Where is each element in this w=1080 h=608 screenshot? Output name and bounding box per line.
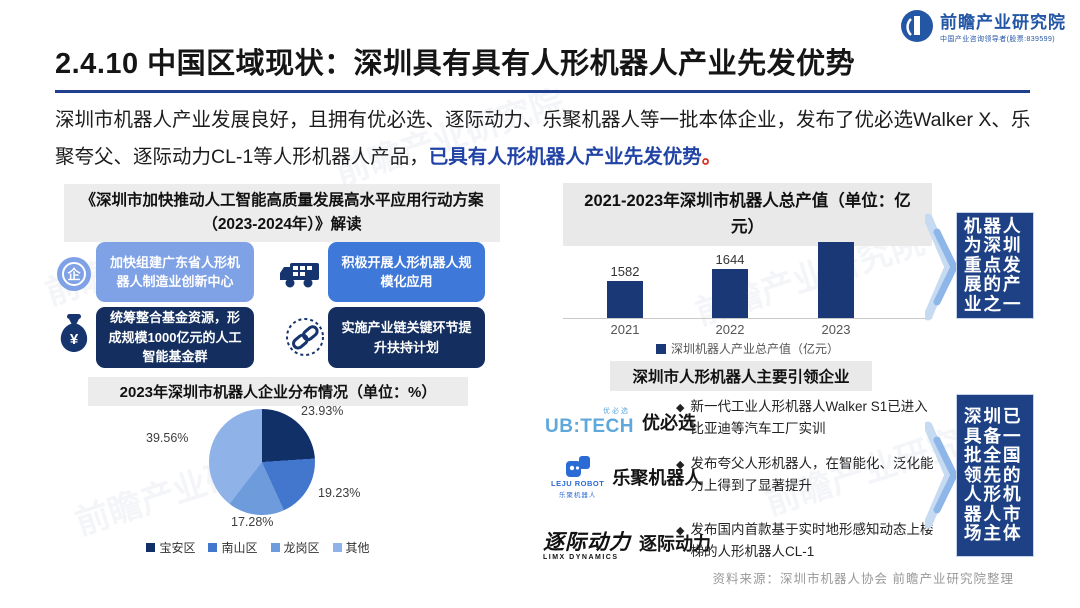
legend-item: 龙岗区 (270, 539, 320, 556)
policy-item-fund: 统筹整合基金资源，形成规模1000亿元的人工智能基金群 (96, 307, 254, 368)
pie-label-baoan: 23.93% (301, 404, 344, 418)
enterprise-badge-icon: 企 (56, 256, 92, 297)
bar-value-label: 1582 (610, 264, 640, 279)
x-tick-2022: 2022 (715, 322, 745, 337)
bar-value-label: 1644 (715, 252, 745, 267)
company-desc-ubtech: ◆ 新一代工业人形机器人Walker S1已进入比亚迪等汽车工厂实训 (676, 396, 938, 439)
bar-chart-legend: 深圳机器人产业总产值（亿元） (563, 340, 932, 357)
company-row-ubtech: 优必选 UB:TECH 优必选 (545, 399, 696, 445)
policy-plan-header: 《深圳市加快推动人工智能高质量发展高水平应用行动方案（2023-2024年）》解… (64, 184, 500, 243)
limx-logo: 逐际动力 LIMX DYNAMICS (543, 526, 631, 561)
legend-label: 其他 (345, 541, 370, 555)
legend-swatch (146, 543, 156, 552)
policy-item-industry-chain: 实施产业链关键环节提升扶持计划 (328, 307, 485, 368)
bar (607, 281, 643, 318)
company-name: 逐际动力 (639, 534, 711, 554)
callout-key-industry: 机器人为深圳重点发展的产业之一 (956, 212, 1034, 319)
leju-logo: LEJU ROBOT 乐聚机器人 (551, 455, 605, 499)
pie-legend: 宝安区 南山区 龙岗区 其他 (58, 539, 458, 556)
brand-name: 前瞻产业研究院 (940, 13, 1066, 32)
company-desc-leju: ◆ 发布夸父人形机器人，在智能化、泛化能力上得到了显著提升 (676, 453, 938, 496)
company-name: 乐聚机器人 (612, 468, 703, 488)
limx-logo-subtext: LIMX DYNAMICS (543, 553, 619, 561)
bar-chart-plot: 1582 1644 (563, 240, 932, 319)
intro-period: 。 (701, 146, 722, 168)
legend-item: 南山区 (208, 539, 258, 556)
bar-2023 (818, 240, 854, 318)
pie-label-longgang: 17.28% (231, 515, 274, 529)
company-name: 优必选 (642, 413, 696, 433)
company-desc-text: 发布国内首款基于实时地形感知动态上楼梯的人形机器人CL-1 (690, 522, 934, 559)
bar-chart-title: 2021-2023年深圳市机器人总产值（单位：亿元） (563, 183, 932, 246)
legend-label: 龙岗区 (283, 541, 320, 555)
legend-item: 宝安区 (146, 539, 195, 556)
svg-text:¥: ¥ (70, 331, 79, 348)
svg-text:企: 企 (66, 267, 81, 282)
company-desc-text: 发布夸父人形机器人，在智能化、泛化能力上得到了显著提升 (690, 456, 934, 493)
data-source-note: 资料来源：深圳市机器人协会 前瞻产业研究院整理 (712, 572, 1014, 586)
page-title: 2.4.10 中国区域现状：深圳具有具有人形机器人产业先发优势 (55, 48, 856, 80)
pie-chart (209, 409, 315, 515)
intro-lead: 深圳市机器人产业发展良好，且拥有优必选、逐际动力、乐聚机器人等一批本体企业，发布… (55, 109, 1031, 168)
qianzhan-logo-icon (901, 10, 933, 42)
leju-robot-icon (565, 455, 590, 477)
leju-logo-subtext: 乐聚机器人 (558, 491, 597, 499)
company-row-leju: LEJU ROBOT 乐聚机器人 乐聚机器人 (551, 449, 702, 505)
legend-label: 南山区 (221, 541, 258, 555)
chevron-right-icon (923, 420, 959, 535)
legend-swatch (332, 543, 342, 552)
legend-swatch (270, 543, 280, 552)
ubtech-logo: 优必选 UB:TECH (545, 406, 634, 438)
policy-item-scale-application: 积极开展人形机器人规模化应用 (328, 242, 485, 302)
pie-label-other: 39.56% (146, 431, 189, 445)
diamond-bullet-icon: ◆ (676, 459, 685, 471)
bar (712, 269, 748, 318)
chain-link-icon (284, 316, 326, 363)
limx-logo-text: 逐际动力 (543, 530, 631, 554)
bar-2021: 1582 (607, 264, 643, 318)
intro-paragraph: 深圳市机器人产业发展良好，且拥有优必选、逐际动力、乐聚机器人等一批本体企业，发布… (55, 102, 1047, 176)
delivery-truck-icon (280, 261, 322, 294)
callout-market-leaders: 深圳已具备一批全国领先的人形机器人市场主体 (956, 394, 1034, 557)
bar-2022: 1644 (712, 252, 748, 318)
money-bag-icon: ¥ (56, 312, 92, 359)
chevron-right-icon (923, 212, 959, 327)
brand-logo: 前瞻产业研究院 中国产业咨询领导者(股票:839599) (900, 8, 1066, 44)
policy-item-innovation-center: 加快组建广东省人形机器人制造业创新中心 (96, 242, 254, 302)
ubtech-logo-subtext: 优必选 (603, 408, 630, 415)
company-row-limx: 逐际动力 LIMX DYNAMICS 逐际动力 (543, 521, 711, 565)
legend-swatch (655, 343, 666, 354)
pie-chart-title: 2023年深圳市机器人企业分布情况（单位：%） (88, 377, 468, 406)
legend-swatch (208, 543, 218, 552)
legend-label: 宝安区 (159, 541, 196, 555)
ubtech-logo-text: UB:TECH (545, 416, 634, 437)
brand-tagline: 中国产业咨询领导者(股票:839599) (940, 36, 1055, 43)
intro-highlight: 已具有人形机器人产业先发优势 (428, 146, 702, 168)
diamond-bullet-icon: ◆ (676, 525, 685, 537)
x-tick-2023: 2023 (821, 322, 851, 337)
bar (818, 242, 854, 318)
title-divider (55, 90, 1030, 93)
x-tick-2021: 2021 (610, 322, 640, 337)
leaders-section-header: 深圳市人形机器人主要引领企业 (610, 361, 872, 391)
leju-logo-text: LEJU ROBOT (551, 478, 605, 488)
legend-item: 其他 (332, 539, 370, 556)
diamond-bullet-icon: ◆ (676, 402, 685, 414)
company-desc-limx: ◆ 发布国内首款基于实时地形感知动态上楼梯的人形机器人CL-1 (676, 519, 938, 562)
legend-label: 深圳机器人产业总产值（亿元） (670, 342, 839, 356)
pie-label-nanshan: 19.23% (318, 486, 361, 500)
brand-text: 前瞻产业研究院 中国产业咨询领导者(股票:839599) (940, 8, 1066, 44)
company-desc-text: 新一代工业人形机器人Walker S1已进入比亚迪等汽车工厂实训 (690, 399, 928, 436)
